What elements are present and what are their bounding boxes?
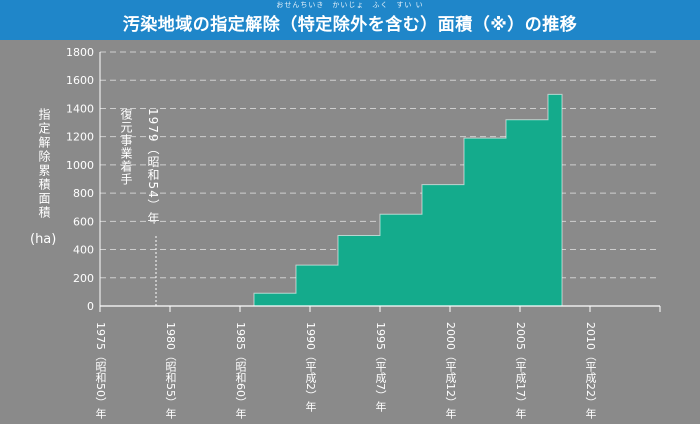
annotation-restore-label: 復元事業着手 — [119, 108, 133, 186]
x-tick-label: 1980（昭和55）年 — [164, 322, 177, 419]
y-tick-label: 1600 — [66, 74, 94, 87]
y-tick-label: 800 — [73, 187, 94, 200]
annotation-year-label: 1979（昭和54）年 — [146, 108, 160, 225]
y-tick-label: 1000 — [66, 159, 94, 172]
y-tick-label: 400 — [73, 244, 94, 257]
x-tick-label: 1975（昭和50）年 — [94, 322, 107, 419]
y-tick-label: 600 — [73, 215, 94, 228]
chart-title: 汚染地域の指定解除（特定除外を含む）面積（※）の推移 — [122, 15, 578, 35]
y-tick-label: 1800 — [66, 46, 94, 59]
y-tick-label: 0 — [87, 300, 94, 313]
y-tick-label: 1400 — [66, 102, 94, 115]
cumulative-area — [254, 94, 562, 306]
x-tick-label: 1990（平成2）年 — [304, 322, 317, 412]
x-tick-label: 1985（昭和60）年 — [234, 322, 247, 419]
x-tick-label: 2005（平成17）年 — [514, 322, 527, 419]
x-tick-label: 2000（平成12）年 — [444, 322, 457, 419]
y-axis-label: 指定解除累積面積 — [37, 108, 51, 220]
title-banner: おせんちいき かいじょ ふく すい い 汚染地域の指定解除（特定除外を含む）面積… — [0, 0, 700, 40]
x-tick-label: 2010（平成22）年 — [584, 322, 597, 419]
y-tick-label: 200 — [73, 272, 94, 285]
y-tick-label: 1200 — [66, 131, 94, 144]
x-tick-label: 1995（平成7）年 — [374, 322, 387, 412]
title-furigana: おせんちいき かいじょ ふく すい い — [276, 1, 424, 9]
y-axis-unit: (ha) — [30, 232, 57, 247]
cumulative-outline — [253, 93, 563, 306]
